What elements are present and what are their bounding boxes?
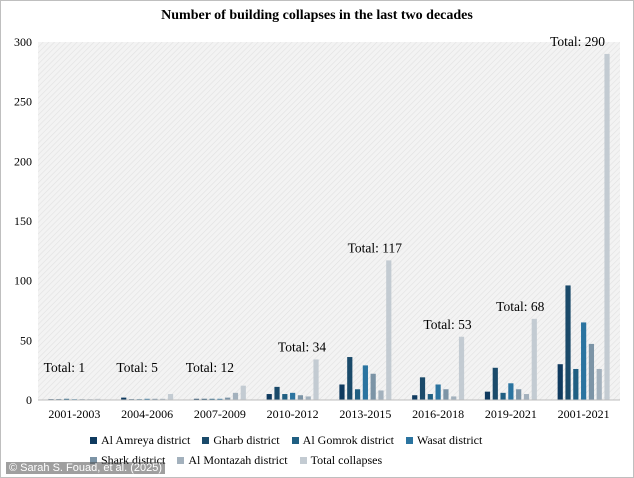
legend-label: Wasat district <box>416 432 483 447</box>
bar <box>531 318 537 400</box>
bar <box>347 357 353 400</box>
total-label: Total: 12 <box>186 360 234 375</box>
total-label: Total: 68 <box>496 299 544 314</box>
bar <box>500 392 506 400</box>
total-label: Total: 34 <box>278 339 326 354</box>
y-tick-label: 250 <box>14 95 32 109</box>
bar <box>581 322 587 400</box>
legend-item: Al Gomrok district <box>291 432 394 448</box>
bar <box>305 396 311 400</box>
legend-item: Wasat district <box>405 432 483 448</box>
x-tick-label: 2004-2006 <box>121 407 173 421</box>
bar <box>557 364 563 400</box>
bar <box>201 398 207 400</box>
total-label: Total: 117 <box>348 240 403 255</box>
total-label: Total: 290 <box>550 34 605 49</box>
bar <box>370 373 376 400</box>
bar <box>313 359 319 400</box>
y-tick-label: 150 <box>14 214 32 228</box>
bar <box>274 386 280 400</box>
x-tick-label: 2007-2009 <box>194 407 246 421</box>
x-tick-label: 2019-2021 <box>485 407 537 421</box>
bar <box>596 368 602 400</box>
bar <box>217 398 223 400</box>
y-tick-label: 300 <box>14 35 32 49</box>
bar <box>266 394 272 400</box>
legend-item: Total collapses <box>299 452 383 468</box>
legend-swatch <box>177 456 185 464</box>
bar <box>282 394 288 400</box>
bar <box>290 392 296 400</box>
bar <box>232 392 239 400</box>
bar <box>435 384 441 400</box>
y-tick-label: 100 <box>14 274 32 288</box>
bar <box>209 398 215 400</box>
legend-label: Al Montazah district <box>188 452 288 467</box>
bar <box>508 383 514 400</box>
legend-label: Gharb district <box>213 432 280 447</box>
bar <box>523 394 530 400</box>
legend-swatch <box>299 456 307 464</box>
bar <box>95 398 101 400</box>
legend-item: Gharb district <box>202 432 280 448</box>
bar <box>378 390 384 400</box>
bar <box>427 394 433 400</box>
bar <box>144 398 150 400</box>
legend-label: Total collapses <box>310 452 383 467</box>
bar <box>484 391 491 400</box>
x-tick-label: 2016-2018 <box>412 407 464 421</box>
legend-row: Al Amreya district Gharb district Al Gomro… <box>90 430 620 450</box>
total-label: Total: 5 <box>116 360 158 375</box>
bar <box>297 395 304 400</box>
legend-item: Al Montazah district <box>177 452 288 468</box>
bar <box>419 377 426 400</box>
bar <box>160 398 166 400</box>
legend-label: Al Amreya district <box>101 432 191 447</box>
bar <box>240 385 246 400</box>
legend: Al Amreya district Gharb district Al Gomro… <box>90 430 620 470</box>
bar <box>167 394 174 400</box>
bar <box>354 389 361 400</box>
legend-label: Al Gomrok district <box>302 432 394 447</box>
x-tick-label: 2010-2012 <box>267 407 319 421</box>
legend-item: Al Amreya district <box>90 433 190 448</box>
y-tick-label: 200 <box>14 154 32 168</box>
bar <box>588 343 595 400</box>
total-label: Total: 53 <box>423 317 471 332</box>
x-tick-label: 2013-2015 <box>339 407 391 421</box>
bar <box>193 398 200 400</box>
bar <box>443 389 449 400</box>
bar <box>458 336 465 400</box>
y-tick-label: 0 <box>26 393 32 407</box>
bar <box>516 389 522 400</box>
plot-area <box>38 42 620 400</box>
bar <box>386 260 392 400</box>
bar <box>339 384 345 400</box>
legend-swatch <box>90 436 97 444</box>
bar <box>565 285 571 400</box>
x-tick-label: 2001-2003 <box>48 407 100 421</box>
bar <box>121 397 127 400</box>
chart-title: Number of building collapses in the last… <box>161 8 473 23</box>
bar <box>225 397 231 400</box>
bar <box>63 398 70 400</box>
y-tick-label: 50 <box>20 333 32 347</box>
legend-row: Shark district Al Montazah district Total … <box>90 450 620 470</box>
legend-swatch <box>202 436 210 444</box>
image-credit: © Sarah S. Fouad, et al. (2025) <box>6 462 166 474</box>
bar <box>604 53 610 400</box>
total-label: Total: 1 <box>44 360 85 375</box>
bar <box>152 398 158 400</box>
bar <box>492 367 498 400</box>
bar <box>362 365 368 400</box>
legend-swatch <box>90 456 97 464</box>
bar <box>573 368 579 400</box>
bar <box>412 395 418 400</box>
bar <box>451 396 457 400</box>
legend-swatch <box>291 436 299 444</box>
x-tick-label: 2001-2021 <box>558 407 610 421</box>
legend-swatch <box>405 436 413 444</box>
